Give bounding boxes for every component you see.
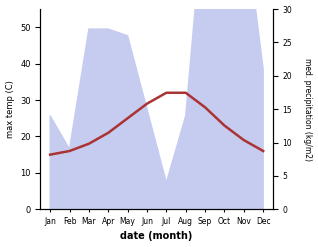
X-axis label: date (month): date (month)	[121, 231, 193, 242]
Y-axis label: med. precipitation (kg/m2): med. precipitation (kg/m2)	[303, 58, 313, 161]
Y-axis label: max temp (C): max temp (C)	[5, 80, 15, 138]
